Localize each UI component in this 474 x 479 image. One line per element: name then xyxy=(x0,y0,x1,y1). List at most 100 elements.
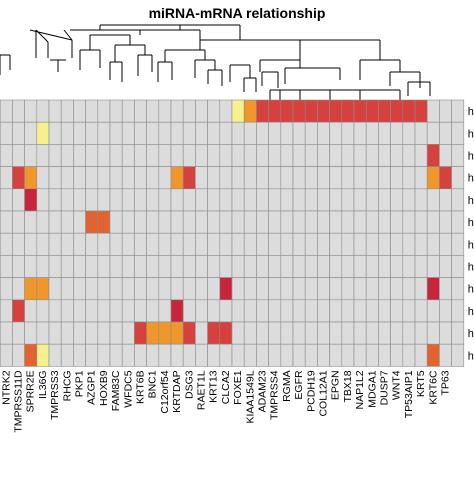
column-label: TBX18 xyxy=(342,370,354,402)
heatmap-cell xyxy=(317,300,329,322)
heatmap-cell xyxy=(110,100,122,122)
column-label: TMPRSS4 xyxy=(269,370,281,420)
heatmap-cell xyxy=(49,300,61,322)
dendrogram-branch xyxy=(36,30,48,42)
heatmap-cell xyxy=(342,233,354,255)
column-label: NTRK2 xyxy=(0,370,12,405)
heatmap-cell xyxy=(427,233,439,255)
heatmap-cell xyxy=(159,233,171,255)
heatmap-cell xyxy=(73,344,85,366)
heatmap-cell xyxy=(49,100,61,122)
column-label: AZGP1 xyxy=(86,370,98,405)
column-label: PKP1 xyxy=(74,370,86,397)
heatmap-cell xyxy=(281,233,293,255)
row-label: hsa-m xyxy=(468,151,474,163)
heatmap-cell xyxy=(134,322,146,344)
heatmap-cell xyxy=(378,322,390,344)
row-label: hsa-m xyxy=(468,128,474,140)
heatmap-cell xyxy=(25,300,37,322)
heatmap-cell xyxy=(110,122,122,144)
heatmap-cell xyxy=(0,122,12,144)
heatmap-cell xyxy=(415,322,427,344)
heatmap-cell xyxy=(378,100,390,122)
heatmap-cell xyxy=(183,144,195,166)
heatmap-cell xyxy=(49,255,61,277)
heatmap-cell xyxy=(12,300,24,322)
heatmap-cell xyxy=(147,278,159,300)
heatmap-cell xyxy=(220,100,232,122)
heatmap-cell xyxy=(232,233,244,255)
heatmap-cell xyxy=(220,233,232,255)
heatmap-cell xyxy=(256,300,268,322)
heatmap-cell xyxy=(305,144,317,166)
heatmap-cell xyxy=(12,278,24,300)
heatmap-cell xyxy=(330,100,342,122)
heatmap-cell xyxy=(147,144,159,166)
heatmap-cell xyxy=(391,100,403,122)
heatmap-cell xyxy=(195,211,207,233)
heatmap-cell xyxy=(305,233,317,255)
heatmap-cell xyxy=(366,189,378,211)
heatmap-cell xyxy=(366,144,378,166)
heatmap-cell xyxy=(317,211,329,233)
heatmap-cell xyxy=(452,189,464,211)
heatmap-cell xyxy=(159,144,171,166)
heatmap-cell xyxy=(25,167,37,189)
column-label: EGFR xyxy=(293,370,305,400)
heatmap-cell xyxy=(317,322,329,344)
heatmap-cell xyxy=(342,300,354,322)
heatmap-cell xyxy=(232,189,244,211)
heatmap-cell xyxy=(195,300,207,322)
heatmap-cell xyxy=(122,278,134,300)
heatmap-cell xyxy=(25,100,37,122)
heatmap-cell xyxy=(293,100,305,122)
heatmap-cell xyxy=(391,278,403,300)
row-label: hsa-m xyxy=(468,217,474,229)
heatmap-cell xyxy=(208,300,220,322)
heatmap-cell xyxy=(183,167,195,189)
heatmap-cell xyxy=(37,278,49,300)
heatmap-cell xyxy=(427,300,439,322)
column-label: EPGN xyxy=(330,370,342,400)
heatmap-cell xyxy=(147,189,159,211)
heatmap-cell xyxy=(0,322,12,344)
heatmap-cell xyxy=(403,300,415,322)
heatmap-cell xyxy=(86,300,98,322)
heatmap-cell xyxy=(293,278,305,300)
heatmap-cell xyxy=(281,144,293,166)
heatmap-cell xyxy=(354,144,366,166)
heatmap-cell xyxy=(12,100,24,122)
heatmap-cell xyxy=(269,233,281,255)
heatmap-cell xyxy=(110,189,122,211)
heatmap-cell xyxy=(147,211,159,233)
heatmap-cell xyxy=(98,211,110,233)
heatmap-cell xyxy=(220,322,232,344)
heatmap-cell xyxy=(415,211,427,233)
heatmap-cell xyxy=(0,211,12,233)
heatmap-cell xyxy=(415,144,427,166)
heatmap-cell xyxy=(171,255,183,277)
heatmap-cell xyxy=(293,189,305,211)
heatmap-cell xyxy=(195,233,207,255)
heatmap-cell xyxy=(281,278,293,300)
column-label: RAET1L xyxy=(196,370,208,410)
heatmap-cell xyxy=(208,211,220,233)
heatmap-cell xyxy=(171,122,183,144)
heatmap-cell xyxy=(208,278,220,300)
heatmap-cell xyxy=(110,255,122,277)
row-label: hsa-m xyxy=(468,195,474,207)
heatmap-cell xyxy=(439,189,451,211)
heatmap-cell xyxy=(269,322,281,344)
heatmap-cell xyxy=(61,233,73,255)
heatmap-cell xyxy=(183,122,195,144)
heatmap-cell xyxy=(317,233,329,255)
heatmap-cell xyxy=(403,322,415,344)
heatmap-cell xyxy=(73,233,85,255)
heatmap-cell xyxy=(134,344,146,366)
column-label: FAM83C xyxy=(110,370,122,411)
heatmap-cell xyxy=(354,122,366,144)
heatmap-cell xyxy=(269,189,281,211)
heatmap-cell xyxy=(25,189,37,211)
heatmap-cell xyxy=(49,211,61,233)
